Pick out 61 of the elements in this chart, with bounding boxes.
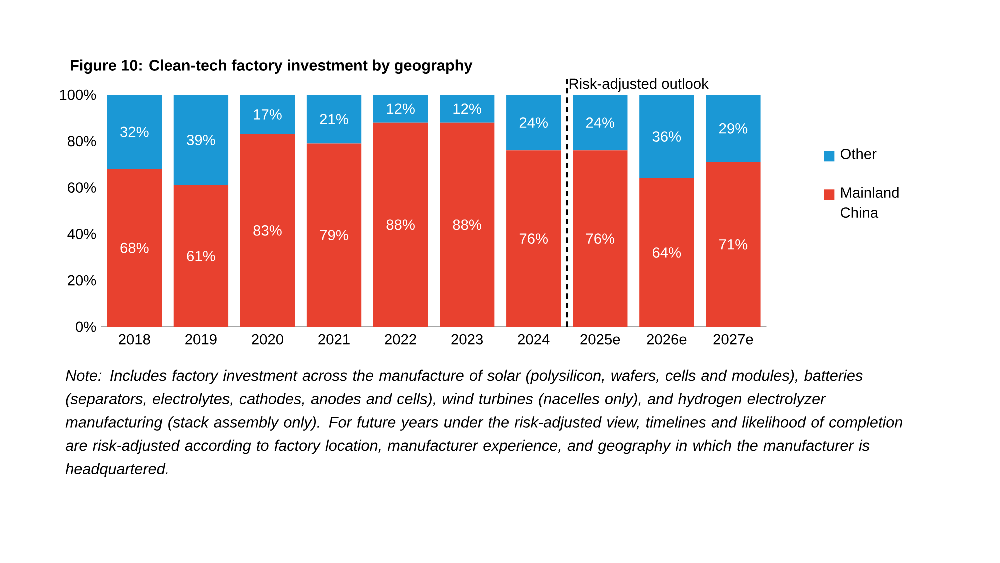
x-tick-label: 2019 xyxy=(186,334,217,345)
x-tick-label: 2023 xyxy=(452,334,483,345)
bar xyxy=(440,94,495,123)
bar xyxy=(506,150,562,327)
bar xyxy=(306,94,362,144)
y-tick-label: 80% xyxy=(68,136,96,147)
bar xyxy=(240,94,296,134)
data-label: 76% xyxy=(520,234,548,244)
x-tick-label: 2025e xyxy=(580,334,620,345)
data-label: 83% xyxy=(254,226,282,236)
y-tick-label: 40% xyxy=(68,229,96,240)
data-label: 12% xyxy=(454,104,482,114)
bar xyxy=(440,122,495,327)
data-label: 24% xyxy=(520,118,548,128)
bar xyxy=(107,169,162,327)
data-label: 88% xyxy=(453,220,482,230)
bar xyxy=(573,150,628,327)
x-tick-label: 2018 xyxy=(119,334,150,345)
x-tick-label: 2020 xyxy=(252,334,284,345)
data-label: 36% xyxy=(652,132,682,142)
bar xyxy=(640,178,694,327)
bar xyxy=(107,94,162,170)
x-tick-label: 2022 xyxy=(385,334,416,345)
data-label: 71% xyxy=(720,240,748,250)
chart-title: Figure 10: Clean-tech factory investment by geography xyxy=(71,60,473,74)
data-label: 12% xyxy=(387,104,415,114)
y-tick-label: 60% xyxy=(68,182,96,193)
data-label: 32% xyxy=(120,126,149,138)
data-label: 76% xyxy=(586,234,615,244)
y-tick-label: 100% xyxy=(60,90,96,100)
data-label: 88% xyxy=(386,220,415,230)
bar xyxy=(174,185,229,327)
legend-label: Mainland China xyxy=(841,187,899,218)
bar xyxy=(640,94,694,179)
x-tick-label: 2021 xyxy=(318,334,350,345)
bar xyxy=(373,122,428,327)
data-label: 39% xyxy=(187,135,216,146)
bar xyxy=(706,94,761,162)
text: Note: Includes factory investment across the manufacture of solar (polysilicon, wafers, cells and modules), batteries (separators, electrolytes, cathodes, anodes and cells), wind turbines (nacelles only), and hydrogen electrolyzer manufacturing (stack assembly only). For future years under the risk-adjusted view, timelines and likelihood of completion are risk-adjusted according to factory location, manufacturer experience, and geography in which the manufacturer is headquartered. xyxy=(66,370,902,478)
data-label: 17% xyxy=(254,110,282,120)
x-tick-label: 2026e xyxy=(647,334,687,345)
data-label: 24% xyxy=(586,118,615,128)
bar xyxy=(240,134,296,327)
data-label: 21% xyxy=(320,114,348,125)
x-tick-label: 2027e xyxy=(714,334,754,345)
bar xyxy=(706,162,761,327)
bar xyxy=(506,94,562,151)
bar xyxy=(573,94,628,151)
text: Risk-adjusted outlook xyxy=(570,78,709,92)
x-tick-label: 2024 xyxy=(518,334,550,345)
data-label: 68% xyxy=(120,242,149,254)
data-label: 29% xyxy=(720,123,748,134)
bar xyxy=(174,94,229,186)
data-label: 61% xyxy=(187,251,216,262)
bar xyxy=(306,144,362,327)
legend-label: Other xyxy=(840,148,877,160)
bar xyxy=(373,94,428,123)
y-tick-label: 20% xyxy=(68,275,96,286)
data-label: 79% xyxy=(320,230,348,241)
y-tick-label: 0% xyxy=(76,322,96,332)
data-label: 64% xyxy=(653,248,682,258)
